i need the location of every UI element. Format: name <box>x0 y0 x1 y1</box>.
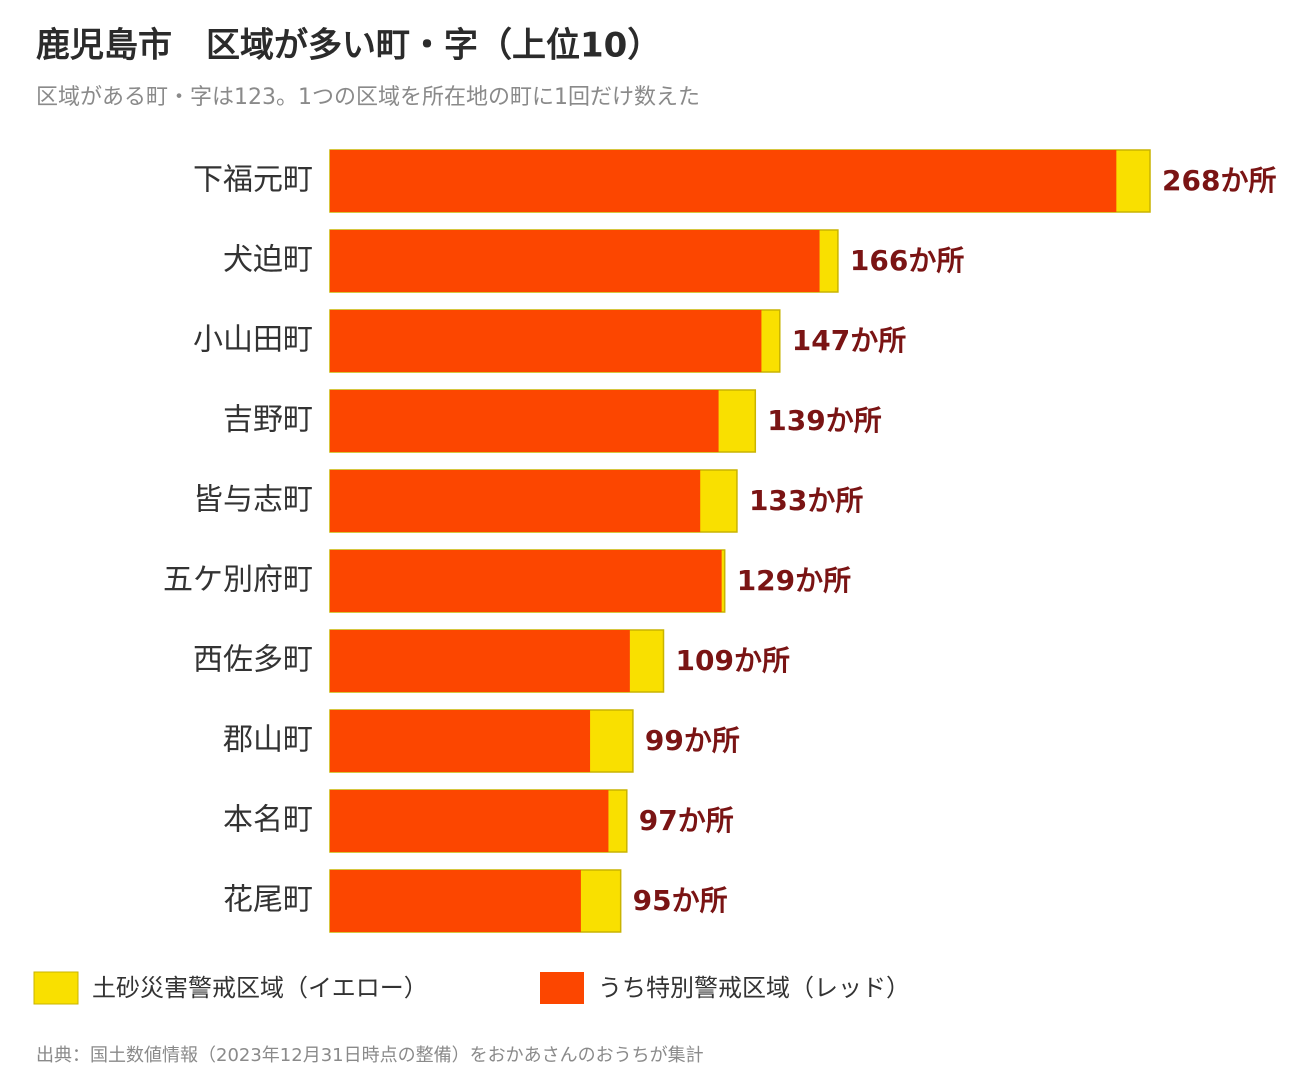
bar <box>330 150 1117 212</box>
bar <box>330 310 762 372</box>
chart-subtitle: 区域がある町・字は123。1つの区域を所在地の町に1回だけ数えた <box>36 85 700 110</box>
bar <box>330 230 820 292</box>
y-tick-label: 本名町 <box>223 803 313 838</box>
y-tick-label: 小山田町 <box>193 323 313 358</box>
value-label: 268か所 <box>1162 164 1276 197</box>
bar <box>330 790 609 852</box>
value-label: 95か所 <box>633 884 728 917</box>
bar <box>330 710 591 772</box>
y-tick-label: 五ケ別府町 <box>163 563 313 598</box>
legend-label: 土砂災害警戒区域（イエロー） <box>92 974 428 1002</box>
source-note: 出典：国土数値情報（2023年12月31日時点の整備）をおかあさんのおうちが集計 <box>36 1045 704 1066</box>
value-label: 166か所 <box>850 244 964 277</box>
y-tick-label: 西佐多町 <box>193 643 313 678</box>
value-label: 109か所 <box>676 644 790 677</box>
value-label: 99か所 <box>645 724 740 757</box>
value-label: 133か所 <box>749 484 863 517</box>
y-tick-label: 皆与志町 <box>193 483 313 518</box>
y-tick-label: 犬迫町 <box>223 243 313 278</box>
legend-swatch <box>540 972 584 1004</box>
y-tick-label: 吉野町 <box>223 403 313 438</box>
y-tick-label: 郡山町 <box>223 723 313 758</box>
value-label: 147か所 <box>792 324 906 357</box>
y-tick-label: 花尾町 <box>223 883 313 918</box>
value-label: 129か所 <box>737 564 851 597</box>
bar <box>330 550 722 612</box>
bar <box>330 870 581 932</box>
value-label: 97か所 <box>639 804 734 837</box>
y-tick-label: 下福元町 <box>193 163 313 198</box>
value-label: 139か所 <box>767 404 881 437</box>
bar <box>330 390 719 452</box>
bar <box>330 470 701 532</box>
legend-swatch <box>33 971 79 1005</box>
legend-label: うち特別警戒区域（レッド） <box>598 974 910 1002</box>
chart-title: 鹿児島市 区域が多い町・字（上位10） <box>36 26 661 66</box>
bar <box>330 630 630 692</box>
